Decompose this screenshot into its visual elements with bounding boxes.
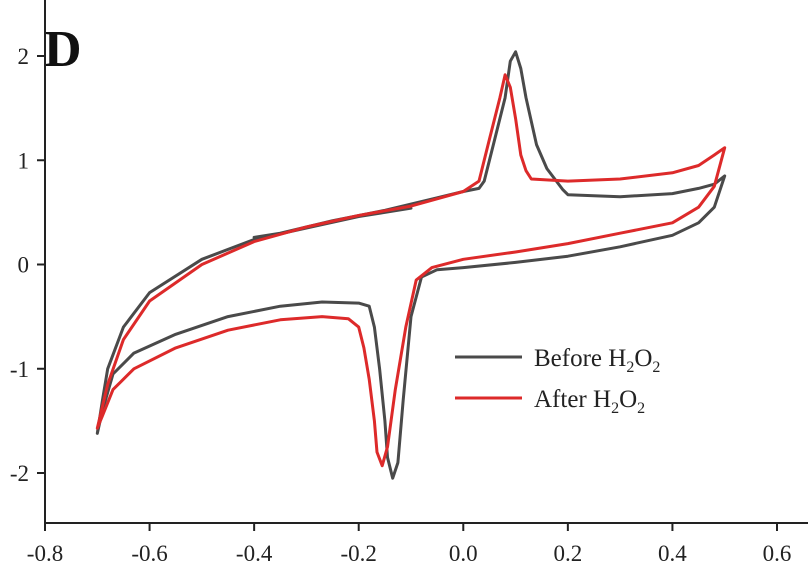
x-tick-label: 0.2	[553, 541, 582, 566]
panel-label: D	[44, 21, 82, 78]
x-ticks: -0.8 -0.6 -0.4 -0.2 0.0 0.2 0.4 0.6	[27, 523, 792, 566]
legend-label-before: Before H2O2	[534, 345, 660, 376]
y-tick-label: 2	[18, 44, 30, 69]
x-tick-label: 0.4	[658, 541, 687, 566]
x-tick-label: -0.4	[236, 541, 273, 566]
x-tick-label: 0.0	[449, 541, 478, 566]
x-tick-label: -0.6	[131, 541, 167, 566]
legend-label-after: After H2O2	[534, 386, 645, 417]
y-tick-label: 0	[18, 253, 30, 278]
x-tick-label: -0.2	[341, 541, 377, 566]
y-tick-label: -1	[10, 357, 29, 382]
series-line-after	[95, 73, 727, 468]
x-tick-label: 0.6	[763, 541, 792, 566]
axes	[44, 0, 808, 524]
y-ticks: -2 -1 0 1 2	[10, 44, 45, 486]
y-tick-label: 1	[18, 148, 30, 173]
series-line-before	[95, 50, 727, 480]
legend: Before H2O2 After H2O2	[455, 345, 660, 417]
x-tick-label: -0.8	[27, 541, 63, 566]
y-tick-label: -2	[10, 461, 29, 486]
series-layer	[95, 50, 727, 480]
